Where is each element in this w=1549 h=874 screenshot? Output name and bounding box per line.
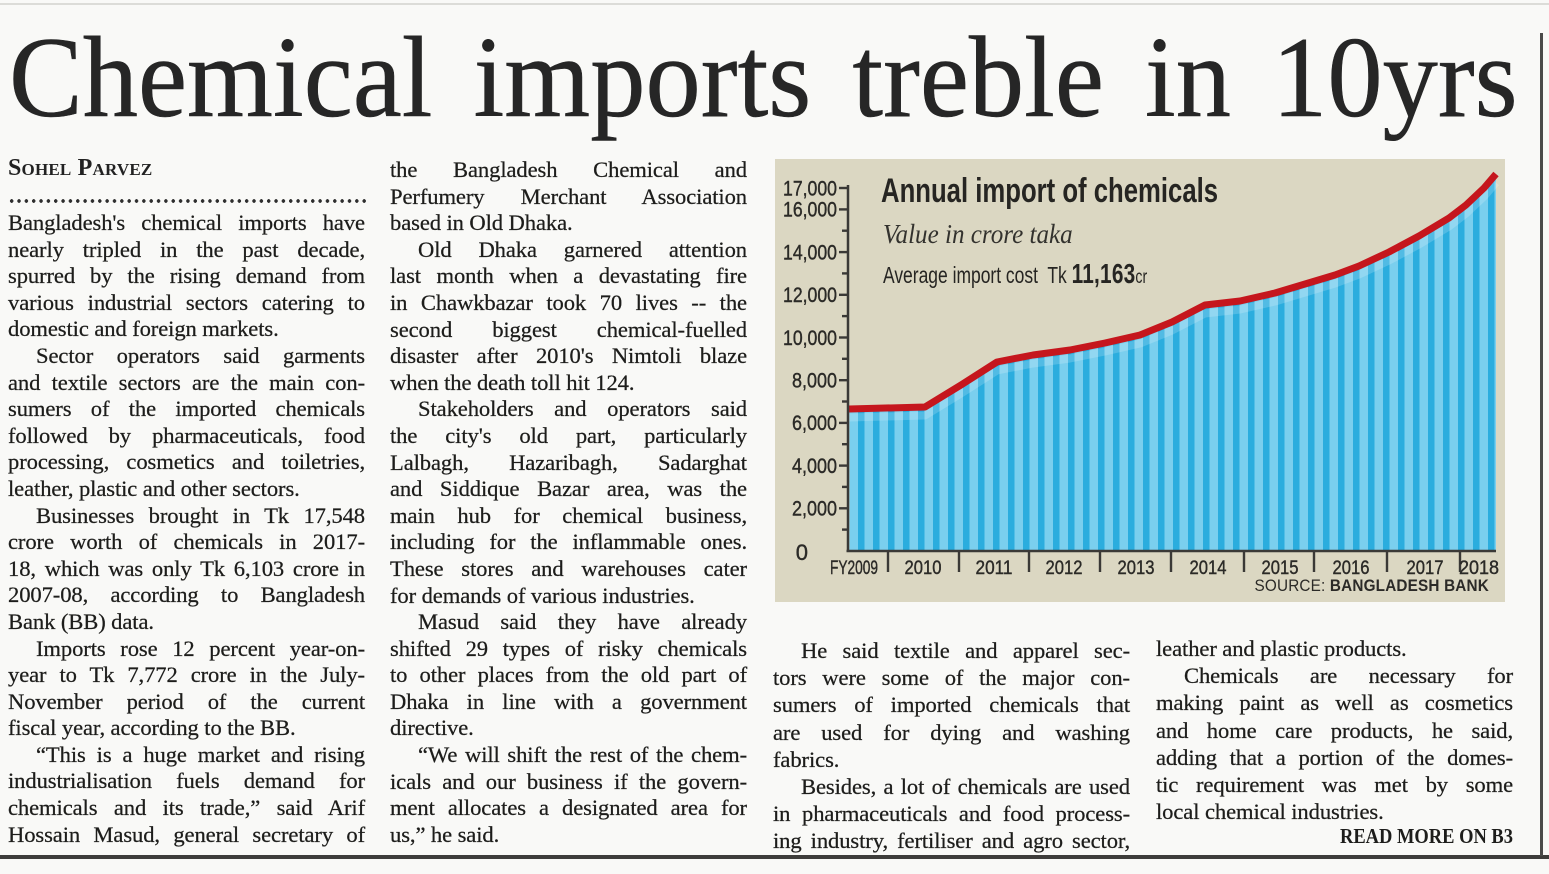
- svg-text:4,000: 4,000: [792, 455, 837, 478]
- svg-text:10,000: 10,000: [783, 327, 837, 350]
- svg-text:2,000: 2,000: [792, 498, 837, 521]
- svg-text:2014: 2014: [1190, 558, 1227, 579]
- svg-text:2011: 2011: [976, 558, 1013, 579]
- svg-text:17,000: 17,000: [783, 177, 837, 200]
- svg-text:2015: 2015: [1262, 558, 1299, 579]
- svg-text:2017: 2017: [1407, 558, 1444, 579]
- svg-text:FY2009: FY2009: [830, 558, 878, 579]
- svg-text:12,000: 12,000: [783, 284, 837, 307]
- svg-text:16,000: 16,000: [783, 199, 837, 222]
- svg-text:0: 0: [796, 540, 808, 565]
- svg-text:2016: 2016: [1333, 558, 1370, 579]
- svg-text:2012: 2012: [1046, 558, 1083, 579]
- svg-text:6,000: 6,000: [792, 412, 837, 435]
- svg-text:8,000: 8,000: [792, 370, 837, 393]
- svg-text:2013: 2013: [1118, 558, 1155, 579]
- svg-text:2010: 2010: [905, 558, 942, 579]
- svg-text:2018: 2018: [1459, 558, 1499, 579]
- svg-text:14,000: 14,000: [783, 241, 837, 264]
